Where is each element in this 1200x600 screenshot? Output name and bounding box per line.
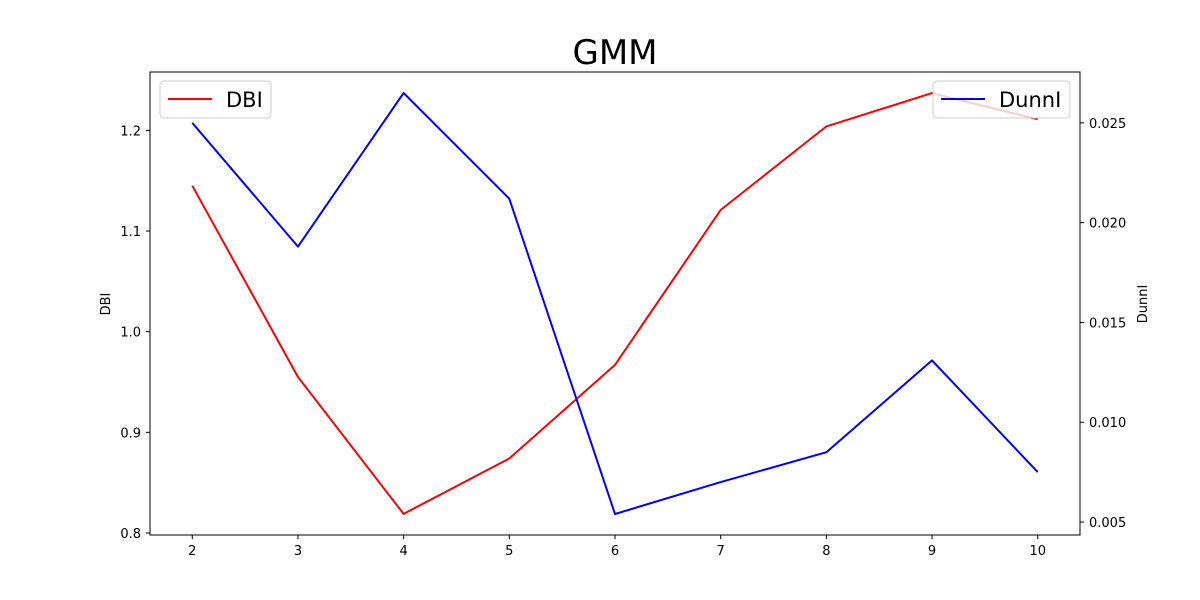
dbi-data-point	[1037, 118, 1039, 120]
dbi-data-point	[614, 364, 616, 366]
x-tick-label: 6	[611, 544, 619, 559]
dbi-series-line	[191, 92, 1038, 515]
left-y-tick-label: 1.2	[120, 124, 141, 139]
dbi-data-point	[825, 125, 827, 127]
left-y-axis: 0.8 0.9 1.0 1.1 1.2	[120, 124, 150, 542]
legend-dunni: DunnI	[932, 80, 1071, 119]
dbi-data-point	[508, 458, 510, 460]
dbi-data-point	[403, 513, 405, 515]
dbi-data-point	[297, 376, 299, 378]
right-y-tick-label: 0.015	[1089, 316, 1126, 331]
x-tick-label: 5	[505, 544, 513, 559]
dunni-data-point	[191, 122, 193, 124]
legend-dunni-label: DunnI	[999, 88, 1061, 112]
dunni-data-point	[297, 246, 299, 248]
dunni-data-point	[614, 513, 616, 515]
x-tick-label: 2	[188, 544, 196, 559]
right-y-tick-label: 0.010	[1089, 416, 1126, 431]
dunni-data-point	[508, 198, 510, 200]
x-axis: 2 3 4 5 6 7 8 9 10	[188, 535, 1046, 559]
right-y-tick-label: 0.025	[1089, 117, 1126, 132]
right-y-axis: 0.005 0.010 0.015 0.020 0.025	[1080, 117, 1126, 531]
plot-area	[191, 92, 1039, 515]
legend-dbi: DBI	[159, 80, 272, 119]
x-tick-label: 8	[822, 544, 830, 559]
left-y-tick-label: 1.0	[120, 326, 141, 341]
x-tick-label: 9	[928, 544, 936, 559]
dbi-data-point	[191, 185, 193, 187]
left-axis-label: DBI	[99, 293, 114, 316]
left-y-tick-label: 1.1	[120, 225, 141, 240]
dunni-data-point	[825, 451, 827, 453]
right-axis-label: DunnI	[1136, 285, 1151, 324]
dbi-data-point	[720, 209, 722, 211]
dunni-data-point	[931, 359, 933, 361]
axes-frame	[149, 71, 1081, 536]
left-y-tick-label: 0.8	[120, 527, 141, 542]
dunni-data-point	[1037, 471, 1039, 473]
right-y-tick-label: 0.020	[1089, 217, 1126, 232]
x-tick-label: 4	[399, 544, 407, 559]
legend-dunni-box	[932, 80, 1071, 119]
right-y-tick-label: 0.005	[1089, 516, 1126, 531]
chart-title: GMM	[572, 33, 657, 73]
legend-dbi-label: DBI	[226, 88, 263, 112]
left-y-tick-label: 0.9	[120, 426, 141, 441]
dunni-series-line	[191, 92, 1039, 515]
dunni-data-point	[720, 481, 722, 483]
x-tick-label: 10	[1029, 544, 1046, 559]
x-tick-label: 7	[717, 544, 725, 559]
dunni-data-point	[403, 92, 405, 94]
x-tick-label: 3	[294, 544, 302, 559]
legend-dbi-box	[159, 80, 272, 119]
